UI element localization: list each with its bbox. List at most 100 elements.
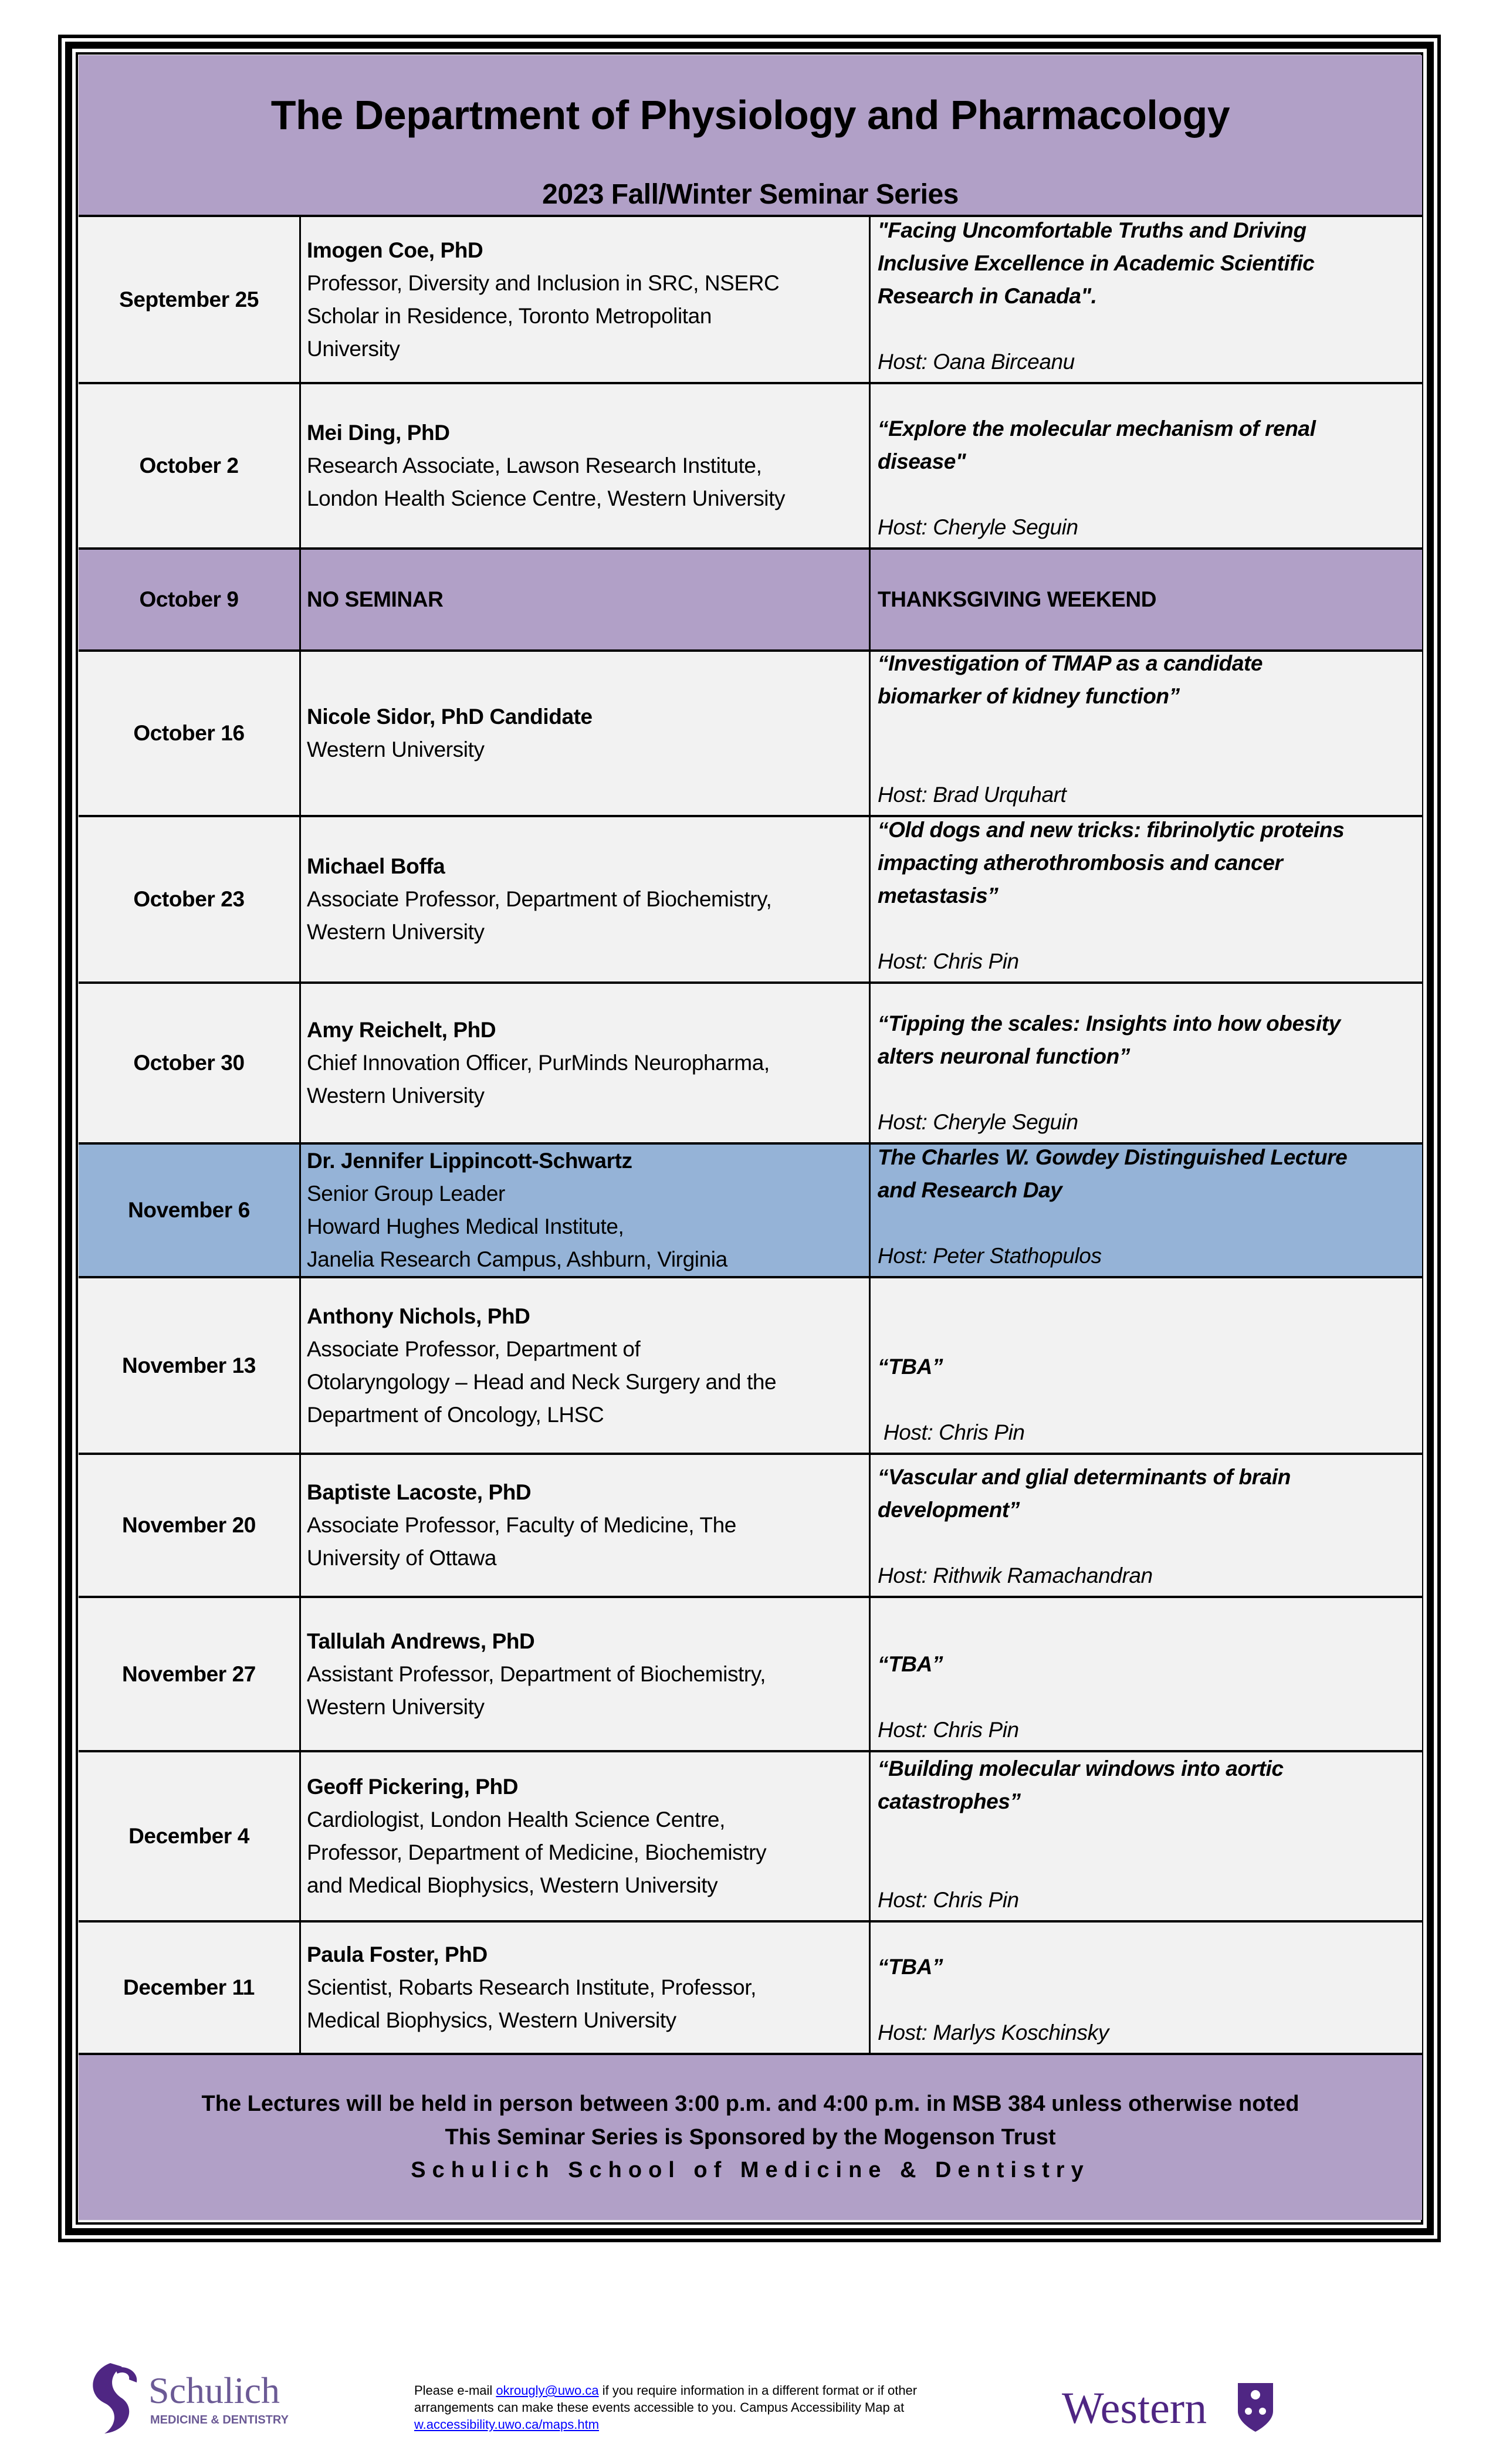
speaker-affiliation: Western University bbox=[307, 920, 485, 944]
talk-title: “TBA” bbox=[878, 1652, 943, 1676]
speaker-name: Mei Ding, PhD bbox=[307, 421, 450, 445]
western-logo: Western bbox=[1062, 2383, 1273, 2433]
seminar-date: December 11 bbox=[79, 1923, 301, 2053]
speaker-affiliation: Professor, Department of Medicine, Bioch… bbox=[307, 1840, 767, 1864]
speaker-affiliation: Research Associate, Lawson Research Inst… bbox=[307, 453, 762, 478]
speaker-affiliation: Western University bbox=[307, 1694, 485, 1719]
host-name: Host: Cheryle Seguin bbox=[878, 1110, 1078, 1134]
date-text: December 11 bbox=[123, 1975, 255, 1999]
header-banner: The Department of Physiology and Pharmac… bbox=[79, 55, 1422, 217]
topic-cell: "Facing Uncomfortable Truths and Driving… bbox=[871, 217, 1422, 382]
seminar-date: October 9 bbox=[79, 550, 301, 649]
host-name: Host: Rithwik Ramachandran bbox=[878, 1563, 1153, 1588]
talk-title: “TBA” bbox=[878, 1355, 943, 1379]
page-subtitle: 2023 Fall/Winter Seminar Series bbox=[542, 179, 959, 210]
talk-title: “Tipping the scales: Insights into how o… bbox=[878, 1011, 1341, 1035]
topic-cell: “Vascular and glial determinants of brai… bbox=[871, 1455, 1422, 1596]
speaker-affiliation: Scholar in Residence, Toronto Metropolit… bbox=[307, 303, 712, 328]
speaker-cell: Dr. Jennifer Lippincott-Schwartz Senior G… bbox=[301, 1145, 871, 1276]
schulich-logo: Schulich MEDICINE & DENTISTRY bbox=[93, 2363, 289, 2433]
speaker-cell: Anthony Nichols, PhD Associate Professor,… bbox=[301, 1278, 871, 1453]
host-name: Host: Marlys Koschinsky bbox=[878, 2020, 1109, 2045]
date-text: October 30 bbox=[133, 1051, 245, 1075]
speaker-affiliation: Professor, Diversity and Inclusion in SR… bbox=[307, 270, 780, 295]
schedule-row: November 13 Anthony Nichols, PhD Associate… bbox=[79, 1278, 1422, 1455]
speaker-name: Imogen Coe, PhD bbox=[307, 238, 483, 262]
talk-title: "Facing Uncomfortable Truths and Driving bbox=[878, 218, 1307, 242]
speaker-name: Anthony Nichols, PhD bbox=[307, 1304, 530, 1328]
topic-cell: The Charles W. Gowdey Distinguished Lect… bbox=[871, 1145, 1422, 1276]
speaker-affiliation: Associate Professor, Faculty of Medicine… bbox=[307, 1513, 736, 1537]
speaker-name: Nicole Sidor, PhD Candidate bbox=[307, 705, 593, 729]
speaker-affiliation: Janelia Research Campus, Ashburn, Virgin… bbox=[307, 1247, 727, 1271]
speaker-cell: Michael Boffa Associate Professor, Depart… bbox=[301, 817, 871, 981]
speaker-affiliation: Western University bbox=[307, 737, 485, 761]
speaker-cell: Imogen Coe, PhD Professor, Diversity and … bbox=[301, 217, 871, 382]
topic-cell: “Old dogs and new tricks: fibrinolytic p… bbox=[871, 817, 1422, 981]
talk-title: biomarker of kidney function” bbox=[878, 684, 1180, 708]
schulich-tagline: MEDICINE & DENTISTRY bbox=[150, 2414, 289, 2426]
western-crest-icon bbox=[1238, 2383, 1273, 2432]
speaker-affiliation: London Health Science Centre, Western Un… bbox=[307, 486, 786, 510]
topic-cell: “Tipping the scales: Insights into how o… bbox=[871, 984, 1422, 1142]
speaker-affiliation: Assistant Professor, Department of Bioch… bbox=[307, 1661, 766, 1686]
host-name: Host: Chris Pin bbox=[878, 1420, 1025, 1444]
topic-cell: “TBA” Host: Chris Pin bbox=[871, 1598, 1422, 1750]
speaker-affiliation: Otolaryngology – Head and Neck Surgery a… bbox=[307, 1369, 777, 1394]
speaker-affiliation: Associate Professor, Department of Bioch… bbox=[307, 887, 772, 911]
speaker-name: Paula Foster, PhD bbox=[307, 1942, 488, 1967]
schedule-row: November 27 Tallulah Andrews, PhD Assistan… bbox=[79, 1598, 1422, 1752]
email-link[interactable]: okrougly@uwo.ca bbox=[496, 2383, 599, 2398]
date-text: September 25 bbox=[119, 287, 259, 312]
speaker-name: Tallulah Andrews, PhD bbox=[307, 1629, 535, 1653]
host-name: Host: Chris Pin bbox=[878, 949, 1019, 973]
topic-cell: “Building molecular windows into aortic c… bbox=[871, 1752, 1422, 1920]
seminar-date: November 20 bbox=[79, 1455, 301, 1596]
speaker-cell: Mei Ding, PhD Research Associate, Lawson … bbox=[301, 384, 871, 547]
speaker-cell: Tallulah Andrews, PhD Assistant Professor… bbox=[301, 1598, 871, 1750]
speaker-cell: Geoff Pickering, PhD Cardiologist, London… bbox=[301, 1752, 871, 1920]
talk-title: “Vascular and glial determinants of brai… bbox=[878, 1465, 1291, 1489]
host-name: Host: Peter Stathopulos bbox=[878, 1244, 1102, 1268]
accessibility-map-link[interactable]: w.accessibility.uwo.ca/maps.htm bbox=[414, 2417, 600, 2432]
seminar-date: October 16 bbox=[79, 652, 301, 815]
talk-title: “Investigation of TMAP as a candidate bbox=[878, 651, 1263, 675]
schedule-row: October 23 Michael Boffa Associate Profess… bbox=[79, 817, 1422, 984]
date-text: October 9 bbox=[139, 587, 239, 611]
date-text: November 6 bbox=[128, 1198, 250, 1222]
seminar-date: October 2 bbox=[79, 384, 301, 547]
talk-title: “TBA” bbox=[878, 1955, 943, 1979]
topic-cell: “Investigation of TMAP as a candidate bio… bbox=[871, 651, 1422, 815]
date-text: October 16 bbox=[133, 721, 245, 745]
talk-title: THANKSGIVING WEEKEND bbox=[878, 587, 1157, 611]
schedule-row: December 11 Paula Foster, PhD Scientist, R… bbox=[79, 1923, 1422, 2055]
talk-title: Inclusive Excellence in Academic Scienti… bbox=[878, 251, 1315, 275]
notice-text-mid: if you require information in a differen… bbox=[414, 2383, 918, 2415]
seminar-date: October 30 bbox=[79, 984, 301, 1142]
speaker-cell: Baptiste Lacoste, PhD Associate Professor… bbox=[301, 1455, 871, 1596]
footer-banner: The Lectures will be held in person betw… bbox=[79, 2055, 1422, 2220]
talk-title: “Explore the molecular mechanism of rena… bbox=[878, 417, 1316, 441]
talk-title: Research in Canada". bbox=[878, 284, 1097, 308]
speaker-cell: Amy Reichelt, PhD Chief Innovation Office… bbox=[301, 984, 871, 1142]
host-name: Host: Brad Urquhart bbox=[878, 783, 1067, 807]
page-title: The Department of Physiology and Pharmac… bbox=[270, 92, 1230, 138]
seminar-date: September 25 bbox=[79, 217, 301, 382]
speaker-name: NO SEMINAR bbox=[307, 587, 444, 611]
footer-school: Schulich School of Medicine & Dentistry bbox=[411, 2158, 1090, 2182]
seminar-date: October 23 bbox=[79, 817, 301, 981]
schulich-wordmark: Schulich bbox=[148, 2370, 280, 2411]
topic-cell: “Explore the molecular mechanism of rena… bbox=[871, 384, 1422, 547]
footer-time-location: The Lectures will be held in person betw… bbox=[201, 2091, 1299, 2116]
talk-title: alters neuronal function” bbox=[878, 1044, 1130, 1068]
notice-text-pre: Please e-mail bbox=[414, 2383, 496, 2398]
schedule-row: November 20 Baptiste Lacoste, PhD Associat… bbox=[79, 1455, 1422, 1598]
schedule-row: November 6 Dr. Jennifer Lippincott-Schwar… bbox=[79, 1145, 1422, 1278]
talk-title: “Building molecular windows into aortic bbox=[878, 1756, 1284, 1781]
speaker-affiliation: Senior Group Leader bbox=[307, 1182, 505, 1206]
speaker-affiliation: Chief Innovation Officer, PurMinds Neuro… bbox=[307, 1051, 770, 1075]
seminar-date: November 27 bbox=[79, 1598, 301, 1750]
date-text: November 27 bbox=[122, 1661, 256, 1686]
speaker-affiliation: Medical Biophysics, Western University bbox=[307, 2008, 676, 2032]
date-text: November 13 bbox=[122, 1353, 256, 1377]
